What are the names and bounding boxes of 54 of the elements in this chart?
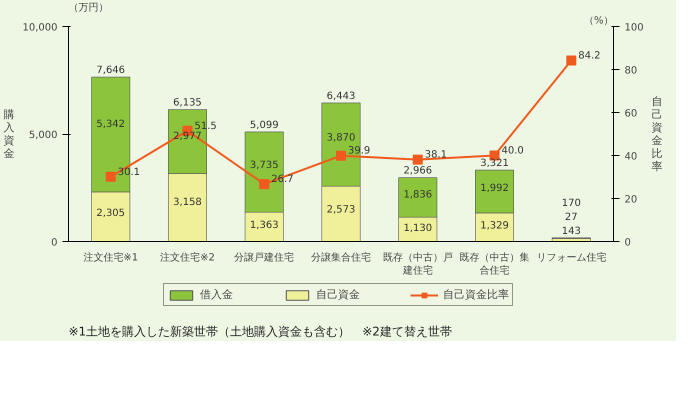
text: （万円） <box>68 2 108 14</box>
data-label: 1,329 <box>480 220 509 232</box>
point <box>106 172 116 182</box>
y2-tick-label: 0 <box>624 238 631 248</box>
total-label: 3,321 <box>480 158 509 170</box>
point <box>566 55 576 66</box>
x-tick-label: リフォーム住宅 <box>536 252 606 264</box>
text: （%） <box>584 16 614 26</box>
data-label: 2,305 <box>96 208 126 219</box>
total-label: 5,099 <box>250 120 279 131</box>
y-tick-label: 10,000 <box>22 22 58 34</box>
legend-label: 自己資金 <box>316 287 360 302</box>
data-label: 143 <box>562 226 581 237</box>
x-tick-label: 分譲戸建住宅 <box>234 252 294 264</box>
total-label: 6,135 <box>173 98 202 109</box>
point <box>336 150 346 161</box>
data-label: 27 <box>564 212 578 223</box>
x-tick-label: 既存（中古）集合住宅 <box>460 252 530 277</box>
total-label: 2,966 <box>403 166 432 177</box>
data-label: 38.1 <box>424 150 448 161</box>
total-label: 7,646 <box>96 65 126 76</box>
total-label: 6,443 <box>326 90 356 102</box>
y2-tick-label: 80 <box>624 66 638 76</box>
data-label: 1,836 <box>403 190 432 201</box>
text: ※1土地を購入した新築世帯（土地購入資金も含む） ※2建て替え世帯 <box>68 324 452 338</box>
y2-axis-title: 自己資金比率 <box>652 95 663 173</box>
y-tick-label: 0 <box>51 238 58 248</box>
data-label: 1,992 <box>480 183 509 194</box>
x-tick-label: 既存（中古）戸建住宅 <box>382 252 453 277</box>
data-label: 2,573 <box>326 204 356 216</box>
legend-label: 借入金 <box>200 287 233 302</box>
data-label: 5,342 <box>96 119 126 130</box>
point <box>412 154 423 165</box>
data-label: 26.7 <box>271 174 294 186</box>
x-tick-label: 分譲集合住宅 <box>311 252 371 264</box>
point <box>259 179 270 190</box>
x-tick-label: 注文住宅※1 <box>83 252 138 264</box>
y-axis-title: 購入資金 <box>4 108 15 160</box>
y2-tick-label: 100 <box>624 22 644 34</box>
y2-tick-label: 60 <box>624 108 638 120</box>
data-label: 1,130 <box>403 222 432 234</box>
data-label: 40.0 <box>502 146 524 156</box>
data-label: 3,735 <box>250 160 279 172</box>
y2-tick-label: 40 <box>624 152 638 162</box>
y2-tick-label: 20 <box>624 194 638 206</box>
x-tick-label: 注文住宅※2 <box>160 252 215 264</box>
data-label: 84.2 <box>578 50 601 62</box>
data-label: 3,158 <box>173 196 202 208</box>
data-label: 3,870 <box>326 132 356 144</box>
data-label: 30.1 <box>118 166 140 178</box>
total-label: 170 <box>562 198 581 209</box>
y-tick-label: 5,000 <box>28 130 58 141</box>
legend-label: 自己資金比率 <box>442 287 509 302</box>
data-label: 1,363 <box>250 220 279 231</box>
